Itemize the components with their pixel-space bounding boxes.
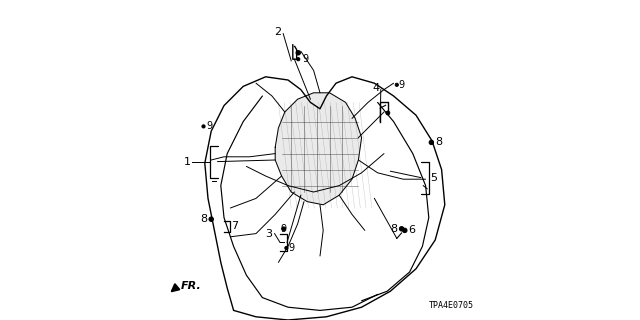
Text: 9: 9	[398, 80, 404, 90]
Circle shape	[209, 217, 214, 221]
Circle shape	[297, 58, 300, 61]
Circle shape	[429, 140, 434, 145]
Polygon shape	[275, 93, 362, 205]
Circle shape	[386, 111, 390, 115]
Text: 9: 9	[302, 54, 308, 64]
Text: 9: 9	[207, 121, 213, 132]
Circle shape	[403, 228, 407, 233]
Text: 9: 9	[280, 224, 287, 234]
Circle shape	[399, 227, 404, 231]
Circle shape	[396, 83, 399, 86]
Text: 5: 5	[430, 172, 437, 183]
Circle shape	[282, 227, 285, 231]
Text: 7: 7	[232, 221, 239, 231]
Circle shape	[202, 125, 205, 128]
Text: 1: 1	[184, 156, 191, 167]
Text: FR.: FR.	[181, 281, 202, 292]
Text: 3: 3	[266, 228, 273, 239]
Text: 8: 8	[390, 224, 398, 234]
Text: 9: 9	[288, 243, 294, 253]
Text: 8: 8	[200, 214, 207, 224]
Text: TPA4E0705: TPA4E0705	[429, 301, 474, 310]
Text: 4: 4	[372, 83, 380, 93]
Text: 8: 8	[435, 137, 442, 148]
Text: 2: 2	[275, 27, 282, 37]
Circle shape	[285, 246, 288, 250]
Text: 6: 6	[409, 225, 415, 236]
Circle shape	[296, 51, 301, 55]
